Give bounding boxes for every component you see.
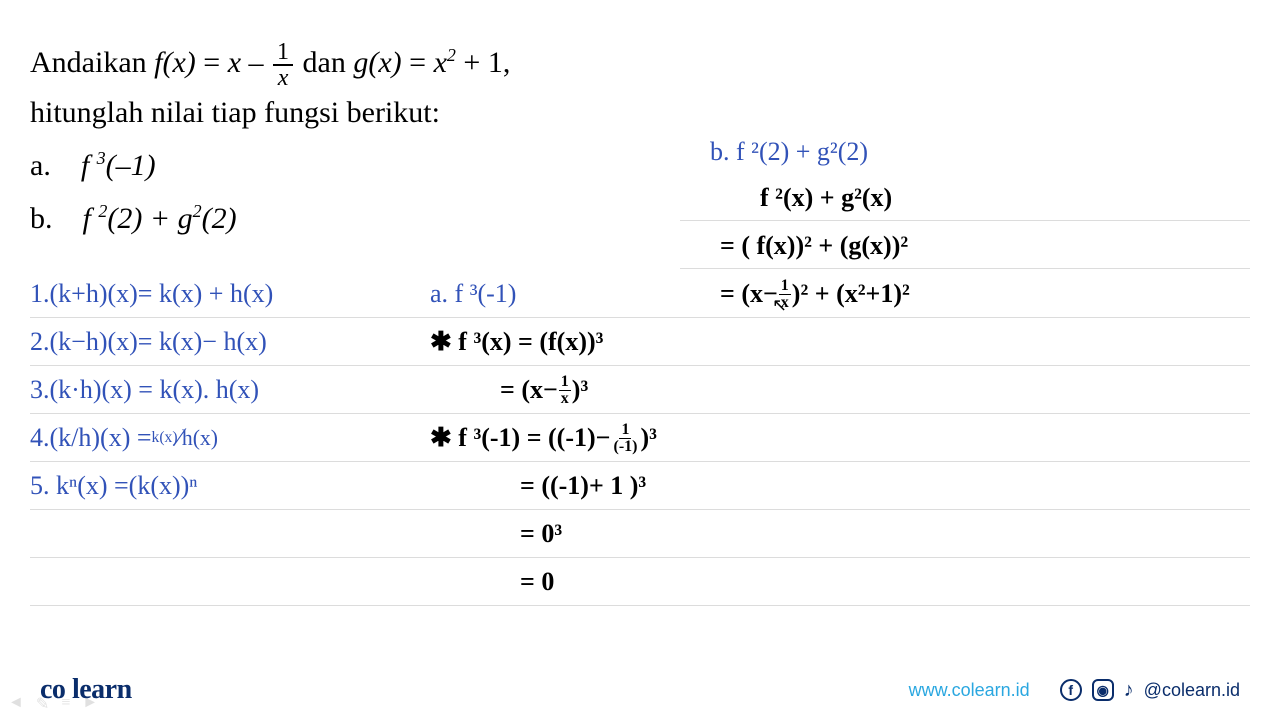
eq: = xyxy=(203,46,227,79)
line2: hitunglah nilai tiap fungsi berikut: xyxy=(30,96,440,129)
social-handle: @colearn.id xyxy=(1144,680,1240,701)
sol-b-l3: = (x− 1x )² + (x²+1)² xyxy=(710,270,1230,318)
txt: Andaikan xyxy=(30,46,154,79)
sol-a-l6: = 0 xyxy=(430,558,740,606)
footer-url: www.colearn.id xyxy=(909,680,1030,701)
nav-controls[interactable]: ◄ ✎ ≡ ► xyxy=(8,694,98,714)
tiktok-icon: ♪ xyxy=(1124,679,1134,702)
sol-a-head: a. f ³(-1) xyxy=(430,270,740,318)
sol-a-l5: = 0³ xyxy=(430,510,740,558)
solution-b: b. f ²(2) + g²(2) f ²(x) + g²(x) = ( f(x… xyxy=(710,130,1230,318)
rule-1: 1.(k+h)(x)= k(x) + h(x) xyxy=(30,270,390,318)
sol-a-l2: = (x− 1x )³ xyxy=(430,366,740,414)
next-icon[interactable]: ► xyxy=(82,694,98,714)
fraction-1-over-x: 1 x xyxy=(273,40,293,90)
rule-4: 4.(k/h)(x) = k(x)⁄h(x) xyxy=(30,414,390,462)
problem-statement: Andaikan f(x) = x – 1 x dan g(x) = x2 + … xyxy=(30,40,1250,135)
menu-icon[interactable]: ≡ xyxy=(61,694,70,714)
prev-icon[interactable]: ◄ xyxy=(8,694,24,714)
sol-b-head: b. f ²(2) + g²(2) xyxy=(710,130,1230,174)
sol-a-l3: ✱ f ³(-1) = ((-1)− 1(-1) )³ xyxy=(430,414,740,462)
rule-3: 3.(k·h)(x) = k(x). h(x) xyxy=(30,366,390,414)
solution-a: a. f ³(-1) ✱ f ³(x) = (f(x))³ = (x− 1x )… xyxy=(430,270,740,606)
sol-a-l4: = ((-1)+ 1 )³ xyxy=(430,462,740,510)
instagram-icon: ◉ xyxy=(1092,679,1114,701)
eq2: = xyxy=(409,46,433,79)
facebook-icon: f xyxy=(1060,679,1082,701)
sol-b-l1: f ²(x) + g²(x) xyxy=(710,174,1230,222)
x: x – xyxy=(228,46,271,79)
dan: dan xyxy=(303,46,354,79)
rule-5: 5. kⁿ(x) =(k(x))ⁿ xyxy=(30,462,390,510)
rule-2: 2.(k−h)(x)= k(x)− h(x) xyxy=(30,318,390,366)
sol-b-l2: = ( f(x))² + (g(x))² xyxy=(710,222,1230,270)
footer: co learn www.colearn.id f ◉ ♪ @colearn.i… xyxy=(0,660,1280,720)
fx: f(x) xyxy=(154,46,196,79)
sol-a-l1: ✱ f ³(x) = (f(x))³ xyxy=(430,318,740,366)
rules-column: 1.(k+h)(x)= k(x) + h(x) 2.(k−h)(x)= k(x)… xyxy=(30,270,390,510)
edit-icon[interactable]: ✎ xyxy=(36,694,49,714)
plus1: + 1, xyxy=(463,46,510,79)
gx: g(x) xyxy=(353,46,401,79)
worksheet-content: Andaikan f(x) = x – 1 x dan g(x) = x2 + … xyxy=(0,0,1280,640)
footer-right: www.colearn.id f ◉ ♪ @colearn.id xyxy=(909,679,1240,702)
social-icons: f ◉ ♪ @colearn.id xyxy=(1060,679,1240,702)
